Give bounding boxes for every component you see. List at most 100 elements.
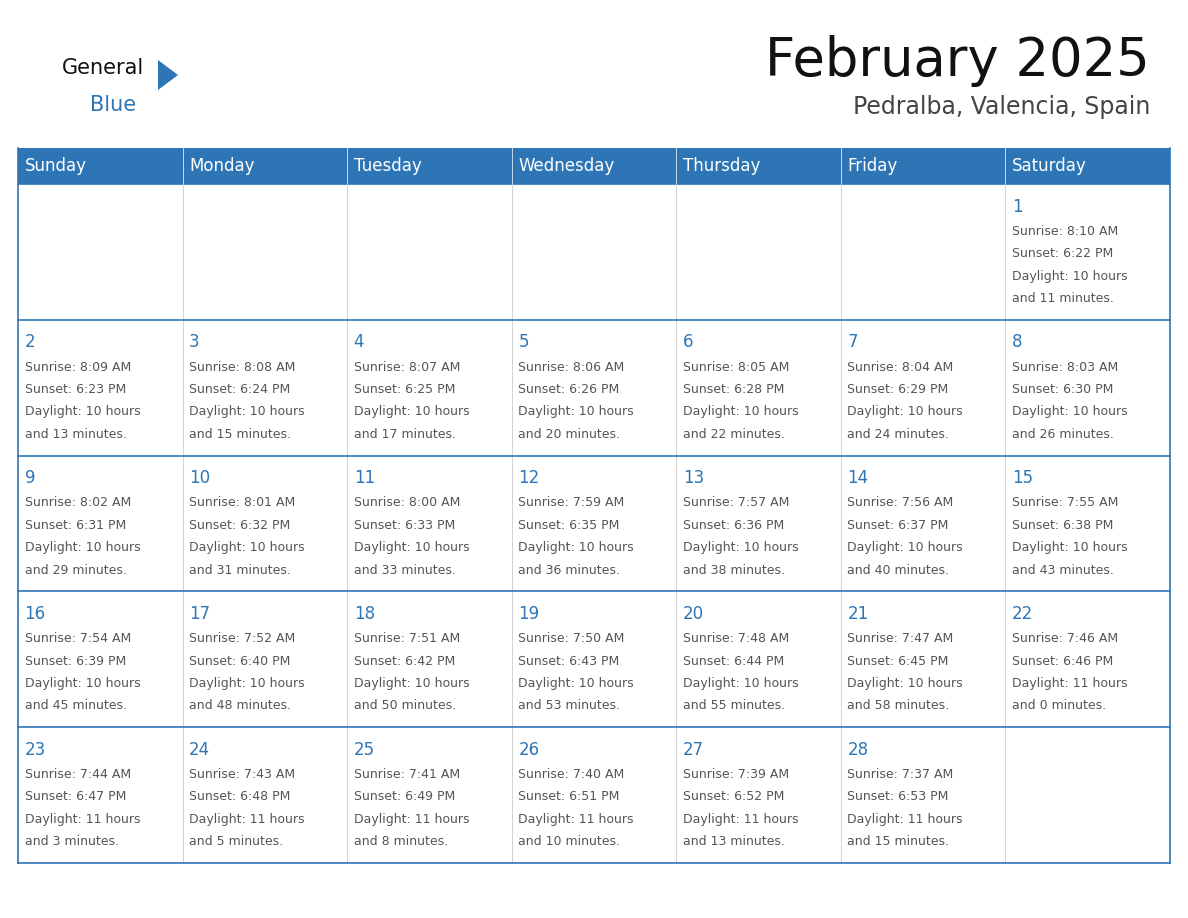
Bar: [18, 727, 183, 863]
Text: Sunset: 6:42 PM: Sunset: 6:42 PM: [354, 655, 455, 667]
Text: and 11 minutes.: and 11 minutes.: [1012, 292, 1114, 305]
Text: Daylight: 10 hours: Daylight: 10 hours: [25, 406, 140, 419]
Text: Sunrise: 8:04 AM: Sunrise: 8:04 AM: [847, 361, 954, 374]
Text: Sunset: 6:52 PM: Sunset: 6:52 PM: [683, 790, 784, 803]
Text: Daylight: 10 hours: Daylight: 10 hours: [25, 541, 140, 554]
Text: Sunrise: 7:43 AM: Sunrise: 7:43 AM: [189, 768, 296, 781]
Text: Thursday: Thursday: [683, 157, 760, 175]
Bar: [1005, 591, 1170, 727]
Text: Sunrise: 8:01 AM: Sunrise: 8:01 AM: [189, 497, 296, 509]
Bar: [183, 148, 347, 184]
Text: Sunrise: 7:44 AM: Sunrise: 7:44 AM: [25, 768, 131, 781]
Text: and 5 minutes.: and 5 minutes.: [189, 835, 283, 848]
Text: Sunset: 6:48 PM: Sunset: 6:48 PM: [189, 790, 291, 803]
Bar: [512, 591, 676, 727]
Text: 3: 3: [189, 333, 200, 352]
Text: Sunset: 6:26 PM: Sunset: 6:26 PM: [518, 383, 620, 396]
Text: 1: 1: [1012, 197, 1023, 216]
Text: Sunset: 6:25 PM: Sunset: 6:25 PM: [354, 383, 455, 396]
Text: Daylight: 11 hours: Daylight: 11 hours: [518, 812, 633, 826]
Text: 8: 8: [1012, 333, 1023, 352]
Text: 10: 10: [189, 469, 210, 487]
Text: 11: 11: [354, 469, 375, 487]
Text: and 38 minutes.: and 38 minutes.: [683, 564, 785, 577]
Text: 5: 5: [518, 333, 529, 352]
Bar: [18, 319, 183, 455]
Text: 4: 4: [354, 333, 365, 352]
Text: Daylight: 10 hours: Daylight: 10 hours: [847, 677, 963, 690]
Bar: [183, 591, 347, 727]
Bar: [1005, 319, 1170, 455]
Text: 2: 2: [25, 333, 36, 352]
Bar: [841, 591, 1005, 727]
Bar: [183, 727, 347, 863]
Text: Daylight: 11 hours: Daylight: 11 hours: [1012, 677, 1127, 690]
Text: and 29 minutes.: and 29 minutes.: [25, 564, 126, 577]
Text: Sunrise: 7:46 AM: Sunrise: 7:46 AM: [1012, 633, 1118, 645]
Text: Sunrise: 7:56 AM: Sunrise: 7:56 AM: [847, 497, 954, 509]
Text: Daylight: 10 hours: Daylight: 10 hours: [518, 677, 634, 690]
Text: Daylight: 10 hours: Daylight: 10 hours: [683, 541, 798, 554]
Text: and 24 minutes.: and 24 minutes.: [847, 428, 949, 441]
Text: February 2025: February 2025: [765, 35, 1150, 87]
Text: Daylight: 10 hours: Daylight: 10 hours: [683, 677, 798, 690]
Text: 26: 26: [518, 741, 539, 759]
Text: Sunset: 6:33 PM: Sunset: 6:33 PM: [354, 519, 455, 532]
Text: Wednesday: Wednesday: [518, 157, 614, 175]
Text: Sunset: 6:37 PM: Sunset: 6:37 PM: [847, 519, 949, 532]
Text: and 40 minutes.: and 40 minutes.: [847, 564, 949, 577]
Text: and 3 minutes.: and 3 minutes.: [25, 835, 119, 848]
Text: General: General: [62, 58, 144, 78]
Text: and 43 minutes.: and 43 minutes.: [1012, 564, 1114, 577]
Bar: [183, 319, 347, 455]
Text: and 17 minutes.: and 17 minutes.: [354, 428, 456, 441]
Text: and 0 minutes.: and 0 minutes.: [1012, 700, 1106, 712]
Text: 23: 23: [25, 741, 46, 759]
Text: Daylight: 11 hours: Daylight: 11 hours: [189, 812, 304, 826]
Text: Monday: Monday: [189, 157, 254, 175]
Text: Sunrise: 7:47 AM: Sunrise: 7:47 AM: [847, 633, 954, 645]
Text: 14: 14: [847, 469, 868, 487]
Text: Daylight: 10 hours: Daylight: 10 hours: [518, 541, 634, 554]
Text: Daylight: 11 hours: Daylight: 11 hours: [683, 812, 798, 826]
Bar: [676, 591, 841, 727]
Bar: [18, 591, 183, 727]
Bar: [18, 148, 183, 184]
Polygon shape: [158, 60, 178, 90]
Text: Sunrise: 8:08 AM: Sunrise: 8:08 AM: [189, 361, 296, 374]
Text: Sunrise: 8:06 AM: Sunrise: 8:06 AM: [518, 361, 625, 374]
Text: Sunset: 6:43 PM: Sunset: 6:43 PM: [518, 655, 620, 667]
Text: Sunrise: 7:37 AM: Sunrise: 7:37 AM: [847, 768, 954, 781]
Text: Daylight: 10 hours: Daylight: 10 hours: [25, 677, 140, 690]
Text: Pedralba, Valencia, Spain: Pedralba, Valencia, Spain: [853, 95, 1150, 119]
Text: Sunrise: 7:51 AM: Sunrise: 7:51 AM: [354, 633, 460, 645]
Text: 21: 21: [847, 605, 868, 623]
Text: Sunset: 6:47 PM: Sunset: 6:47 PM: [25, 790, 126, 803]
Bar: [841, 727, 1005, 863]
Bar: [676, 184, 841, 319]
Text: Friday: Friday: [847, 157, 898, 175]
Bar: [347, 184, 512, 319]
Text: Tuesday: Tuesday: [354, 157, 422, 175]
Text: Daylight: 11 hours: Daylight: 11 hours: [847, 812, 963, 826]
Text: Daylight: 10 hours: Daylight: 10 hours: [683, 406, 798, 419]
Bar: [347, 727, 512, 863]
Text: and 31 minutes.: and 31 minutes.: [189, 564, 291, 577]
Text: Sunset: 6:28 PM: Sunset: 6:28 PM: [683, 383, 784, 396]
Text: and 48 minutes.: and 48 minutes.: [189, 700, 291, 712]
Bar: [183, 184, 347, 319]
Text: Sunrise: 7:39 AM: Sunrise: 7:39 AM: [683, 768, 789, 781]
Text: Sunday: Sunday: [25, 157, 87, 175]
Text: and 15 minutes.: and 15 minutes.: [189, 428, 291, 441]
Text: Sunset: 6:53 PM: Sunset: 6:53 PM: [847, 790, 949, 803]
Bar: [512, 148, 676, 184]
Text: Sunset: 6:38 PM: Sunset: 6:38 PM: [1012, 519, 1113, 532]
Text: Daylight: 10 hours: Daylight: 10 hours: [1012, 541, 1127, 554]
Text: and 58 minutes.: and 58 minutes.: [847, 700, 949, 712]
Text: and 10 minutes.: and 10 minutes.: [518, 835, 620, 848]
Text: 6: 6: [683, 333, 694, 352]
Text: 24: 24: [189, 741, 210, 759]
Bar: [1005, 455, 1170, 591]
Text: and 15 minutes.: and 15 minutes.: [847, 835, 949, 848]
Text: 20: 20: [683, 605, 704, 623]
